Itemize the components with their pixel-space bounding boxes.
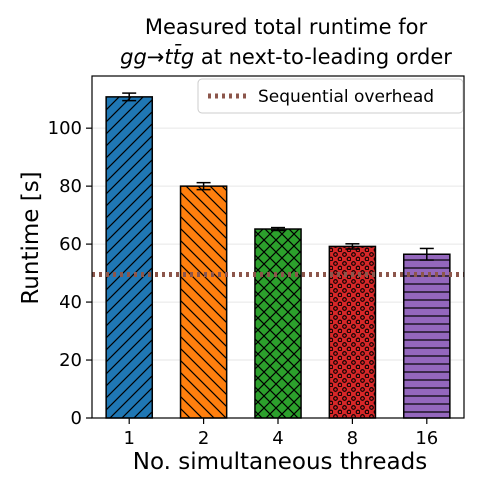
bar-hatch-1-threads bbox=[105, 96, 154, 419]
x-axis-ticks: 1 2 4 8 16 bbox=[123, 418, 438, 449]
x-tick-label-8: 8 bbox=[347, 428, 358, 449]
y-tick-label-0: 0 bbox=[71, 408, 82, 429]
legend-label-sequential-overhead: Sequential overhead bbox=[258, 87, 434, 107]
bar-hatch-16-threads bbox=[402, 253, 451, 419]
error-bars bbox=[122, 92, 434, 261]
legend-box bbox=[197, 78, 464, 114]
x-axis-label: No. simultaneous threads bbox=[133, 449, 427, 475]
y-tick-label-100: 100 bbox=[48, 118, 82, 139]
bar-hatch-4-threads bbox=[254, 228, 302, 419]
y-tick-label-60: 60 bbox=[59, 234, 82, 255]
y-tick-label-80: 80 bbox=[59, 176, 82, 197]
x-tick-label-2: 2 bbox=[198, 428, 209, 449]
bar-hatch-2-threads bbox=[179, 185, 228, 419]
x-tick-label-1: 1 bbox=[123, 428, 134, 449]
legend: Sequential overhead bbox=[197, 78, 464, 114]
chart-title-line-1: Measured total runtime for bbox=[145, 15, 428, 39]
process-formula: gg→tt̄g bbox=[120, 44, 194, 69]
y-tick-label-40: 40 bbox=[59, 292, 82, 313]
chart-title: Measured total runtime for gg→tt̄g at ne… bbox=[120, 15, 452, 69]
chart-title-line-2-text: at next-to-leading order bbox=[194, 45, 452, 69]
y-axis-ticks: 0 20 40 60 80 100 bbox=[48, 118, 92, 429]
y-axis-label: Runtime [s] bbox=[18, 171, 44, 304]
bars bbox=[105, 96, 451, 419]
chart-title-line-2: gg→tt̄g at next-to-leading order bbox=[120, 44, 452, 69]
x-tick-label-4: 4 bbox=[272, 428, 283, 449]
y-tick-label-20: 20 bbox=[59, 350, 82, 371]
x-tick-label-16: 16 bbox=[415, 428, 438, 449]
